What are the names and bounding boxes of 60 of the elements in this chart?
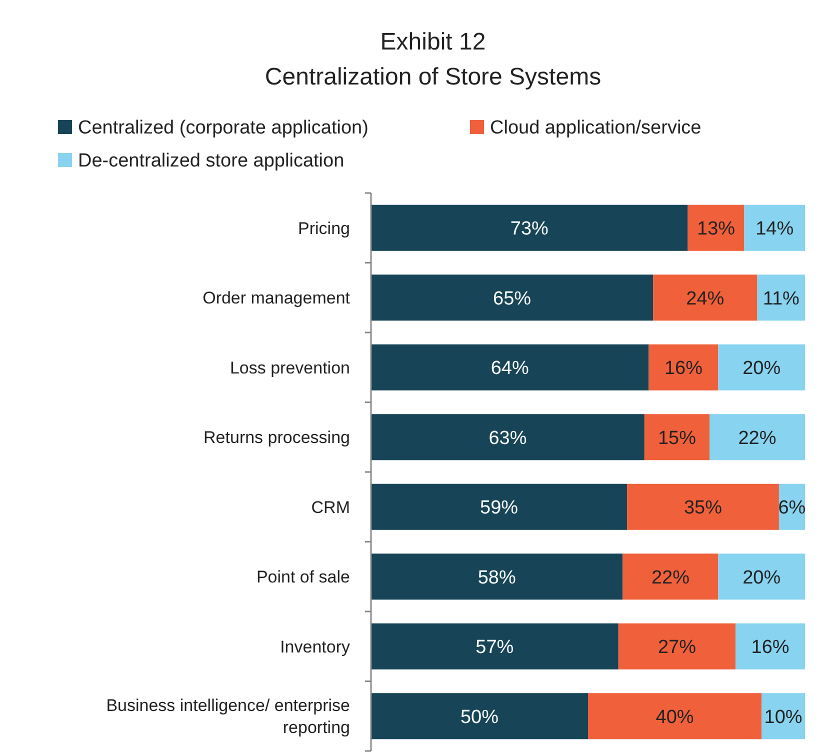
chart-title: Exhibit 12 — [380, 28, 486, 56]
bar — [371, 204, 688, 251]
y-tick-label: Inventory — [280, 637, 350, 656]
bar — [371, 414, 644, 460]
bar — [757, 274, 805, 321]
bar — [648, 344, 718, 390]
legend-label: Centralized (corporate application) — [78, 118, 368, 139]
bar — [371, 484, 628, 530]
data-label: 10% — [764, 706, 802, 728]
data-label: 58% — [478, 567, 516, 588]
bar — [710, 414, 805, 460]
y-tick-label: Pricing — [298, 218, 350, 238]
bar — [371, 623, 618, 670]
bar — [744, 204, 805, 251]
data-label: 65% — [493, 288, 532, 310]
bar — [718, 554, 805, 600]
data-label: 22% — [651, 567, 690, 588]
bar — [588, 693, 762, 740]
y-tick-label: Point of sale — [256, 568, 350, 587]
data-label: 16% — [664, 358, 703, 380]
data-label: 24% — [686, 288, 724, 310]
bar — [618, 623, 736, 670]
bar — [762, 693, 805, 740]
bar — [736, 623, 805, 670]
data-label: 16% — [751, 637, 790, 658]
data-label: 14% — [756, 218, 794, 240]
data-label: 15% — [658, 428, 696, 449]
legend-label: Cloud application/service — [490, 118, 702, 139]
chart-subtitle: Centralization of Store Systems — [264, 63, 602, 90]
data-label: 40% — [656, 706, 694, 728]
y-tick-label: Loss prevention — [230, 358, 350, 378]
data-label: 35% — [684, 498, 722, 519]
data-label: 63% — [488, 428, 527, 449]
bar — [371, 274, 654, 321]
data-label: 20% — [742, 358, 781, 380]
data-label: 13% — [697, 218, 736, 240]
bar — [644, 414, 710, 460]
bar — [371, 693, 588, 740]
bar — [718, 344, 805, 390]
data-label: 59% — [480, 498, 518, 519]
data-label: 20% — [742, 567, 781, 588]
y-tick-label: Order management — [202, 288, 350, 308]
legend-label: De-centralized store application — [78, 150, 344, 172]
data-label: 11% — [762, 288, 800, 310]
bar — [371, 344, 649, 390]
y-tick-label: Returns processing — [204, 428, 350, 448]
data-label: 22% — [738, 428, 776, 449]
data-label: 27% — [658, 637, 696, 658]
bar — [371, 554, 623, 600]
bar — [688, 204, 744, 251]
bar — [653, 274, 758, 321]
bar — [627, 484, 779, 530]
data-label: 64% — [490, 358, 529, 380]
y-tick-label: CRM — [311, 498, 350, 517]
data-label: 6% — [778, 498, 806, 519]
data-label: 50% — [460, 706, 499, 728]
data-label: 57% — [476, 637, 514, 658]
bar — [622, 554, 718, 600]
y-tick-label: Business intelligence/ enterprise reporting — [106, 696, 350, 738]
data-label: 73% — [510, 218, 549, 240]
